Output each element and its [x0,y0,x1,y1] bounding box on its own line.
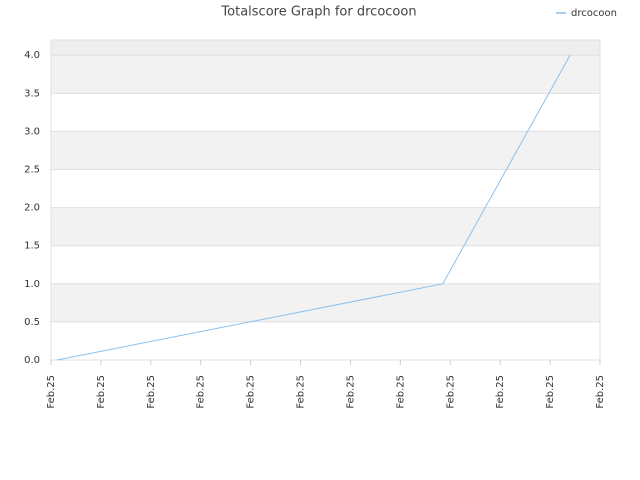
x-tick-label: Feb.25 [445,375,456,409]
y-tick-label: 2.5 [24,165,40,176]
x-tick-label: Feb.25 [395,375,406,409]
plot-border [50,39,601,361]
x-tick-label: Feb.25 [246,375,257,409]
grid-band [51,40,600,56]
y-tick-label: 1.0 [24,279,40,290]
line [56,54,571,361]
legend-label: drcocoon [571,8,617,19]
y-tick-label: 4.0 [24,50,40,61]
x-tick-label: Feb.25 [595,375,606,409]
grid-band [51,169,600,208]
x-tick-label: Feb.25 [495,375,506,409]
grid-band [51,93,600,132]
y-tick-label: 1.5 [24,241,40,252]
y-tick-label: 0.5 [24,317,40,328]
x-tick-label: Feb.25 [345,375,356,409]
grid-band [51,245,600,284]
x-tick-label: Feb.25 [296,375,307,409]
y-tick-label: 3.0 [24,126,40,137]
x-tick-label: Feb.25 [196,375,207,409]
y-tick-label: 3.5 [24,88,40,99]
x-tick-label: Feb.25 [146,375,157,409]
y-tick-label: 0.0 [24,355,40,366]
x-tick-label: Feb.25 [545,375,556,409]
chart-title: Totalscore Graph for drcocoon [220,5,416,20]
y-tick-label: 2.0 [24,203,40,214]
x-tick-label: Feb.25 [96,375,107,409]
grid-band [51,321,600,360]
x-tick-label: Feb.25 [46,375,57,409]
